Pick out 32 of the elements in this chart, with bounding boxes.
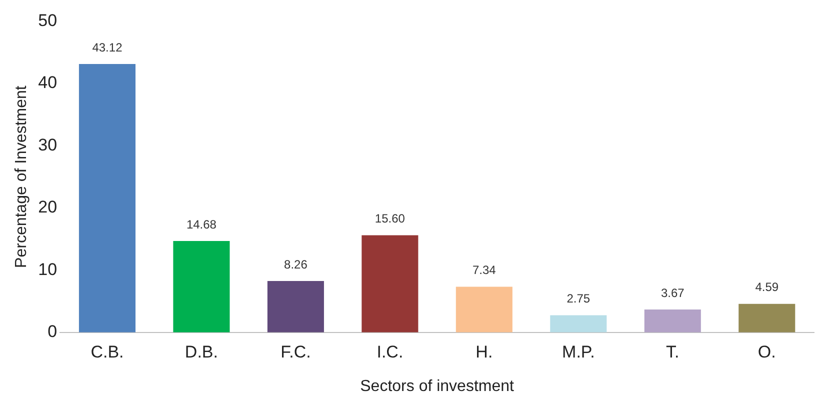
bar bbox=[78, 64, 136, 332]
bar bbox=[362, 235, 418, 332]
y-tick-label: 10 bbox=[38, 260, 58, 279]
x-tick-label: H. bbox=[476, 342, 493, 362]
y-tick-label: 40 bbox=[38, 73, 58, 92]
data-label: 3.67 bbox=[660, 286, 685, 300]
data-label: 15.60 bbox=[374, 212, 406, 226]
bar bbox=[738, 304, 796, 332]
bar bbox=[644, 310, 701, 332]
data-label: 7.34 bbox=[472, 263, 496, 278]
x-tick-label: D.B. bbox=[184, 342, 218, 362]
y-tick-label: 0 bbox=[48, 322, 58, 342]
bar bbox=[267, 280, 324, 332]
x-tick-label: O. bbox=[758, 342, 776, 362]
x-tick-label: I.C. bbox=[376, 342, 404, 362]
y-tick-label: 20 bbox=[38, 198, 58, 217]
bar bbox=[456, 286, 512, 332]
x-tick-label: M.P. bbox=[562, 342, 595, 362]
data-label: 8.26 bbox=[284, 257, 308, 272]
y-tick-label: 30 bbox=[38, 135, 58, 154]
y-tick-label: 50 bbox=[38, 10, 58, 30]
data-label: 4.59 bbox=[755, 280, 779, 294]
x-tick-label: T. bbox=[666, 342, 680, 362]
bar bbox=[173, 241, 230, 332]
y-axis-title: Percentage of Investment bbox=[13, 85, 30, 268]
x-tick-label: F.C. bbox=[280, 342, 311, 362]
x-tick-label: C.B. bbox=[90, 342, 124, 362]
bar bbox=[550, 315, 607, 332]
data-label: 14.68 bbox=[186, 217, 217, 232]
data-label: 2.75 bbox=[566, 292, 590, 306]
data-label: 43.12 bbox=[92, 40, 123, 54]
x-axis-title: Sectors of investment bbox=[360, 378, 515, 395]
